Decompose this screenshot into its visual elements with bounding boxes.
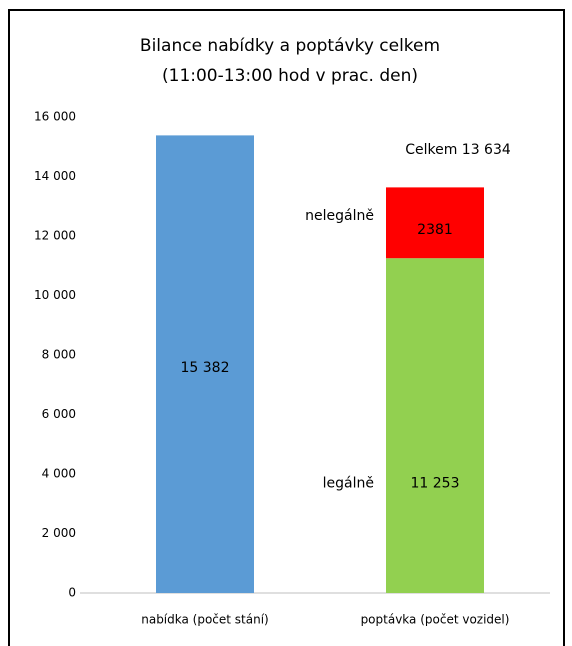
chart-title: Bilance nabídky a poptávky celkem [140,36,440,56]
y-tick-label: 12 000 [34,229,76,243]
y-tick-label: 6 000 [42,407,76,421]
bar [386,187,484,259]
annotation: Celkem 13 634 [405,142,511,158]
frame [8,9,565,646]
data-label: 2381 [417,222,453,238]
bar [156,135,254,593]
y-tick-label: 4 000 [42,467,76,481]
y-tick-label: 10 000 [34,288,76,302]
series-label: legálně [323,476,374,492]
y-tick-label: 2 000 [42,526,76,540]
chart-subtitle: (11:00-13:00 hod v prac. den) [162,66,418,86]
y-tick-label: 16 000 [34,110,76,124]
y-tick-label: 0 [68,586,76,600]
data-label: 15 382 [181,360,230,376]
x-tick-label: poptávka (počet vozidel) [361,613,510,627]
bar [386,258,484,593]
x-tick-label: nabídka (počet stání) [141,613,269,627]
y-tick-label: 8 000 [42,348,76,362]
series-label: nelegálně [305,208,374,224]
y-tick-label: 14 000 [34,169,76,183]
data-label: 11 253 [411,476,460,492]
